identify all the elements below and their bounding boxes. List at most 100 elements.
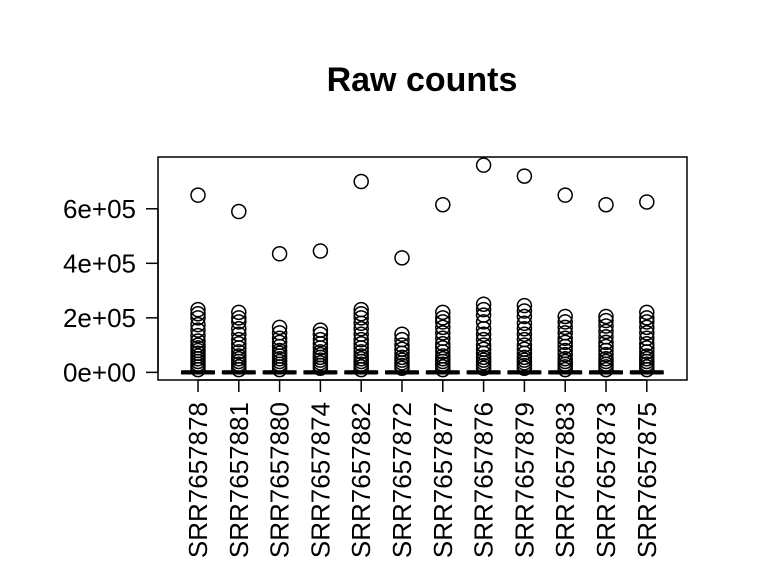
- outlier-point: [639, 335, 655, 352]
- box-group: [262, 246, 297, 378]
- outlier-point: [639, 304, 655, 321]
- outlier-point: [435, 310, 451, 326]
- outlier-point: [475, 157, 492, 173]
- outlier-point: [190, 361, 206, 378]
- outlier-point: [353, 310, 369, 326]
- outlier-point: [231, 203, 247, 220]
- y-tick-label: 2e+05: [63, 303, 136, 333]
- outlier-point: [516, 345, 533, 362]
- box-group: [181, 187, 215, 378]
- outlier-point: [598, 318, 614, 334]
- x-tick-label: SRR7657879: [509, 402, 539, 558]
- outlier-point: [598, 196, 614, 213]
- outlier-point: [190, 306, 206, 322]
- outlier-point: [435, 304, 451, 321]
- outlier-point: [557, 308, 573, 325]
- outlier-point: [598, 338, 614, 355]
- x-tick-label: SRR7657880: [265, 402, 295, 558]
- outlier-point: [231, 314, 247, 330]
- outlier-point: [516, 297, 533, 314]
- outlier-point: [475, 320, 492, 337]
- outlier-point: [353, 320, 369, 337]
- outlier-point: [475, 301, 492, 318]
- outlier-point: [353, 361, 369, 378]
- outlier-point: [312, 243, 329, 259]
- x-tick-label: SRR7657877: [428, 402, 458, 558]
- y-axis: 0e+00 2e+05 4e+05 6e+05: [63, 194, 159, 387]
- outlier-point: [271, 330, 288, 347]
- outlier-point: [190, 327, 206, 344]
- outlier-point: [475, 296, 492, 312]
- outlier-point: [557, 361, 573, 378]
- x-tick-label: SRR7657875: [632, 402, 662, 558]
- outlier-point: [435, 344, 451, 360]
- outlier-point: [557, 338, 573, 355]
- outlier-point: [475, 360, 492, 377]
- x-tick-label: SRR7657873: [591, 402, 621, 558]
- box-group: [385, 250, 419, 377]
- outlier-point: [516, 360, 533, 377]
- y-tick-label: 4e+05: [63, 248, 136, 278]
- outlier-point: [435, 325, 451, 341]
- outlier-point: [639, 325, 655, 341]
- outlier-point: [475, 337, 492, 353]
- outlier-point: [516, 326, 533, 342]
- outlier-point: [394, 250, 410, 266]
- outlier-point: [639, 361, 655, 378]
- outlier-point: [190, 322, 206, 338]
- outlier-point: [394, 326, 410, 342]
- outlier-point: [557, 187, 573, 203]
- outlier-point: [231, 331, 247, 348]
- outlier-point: [557, 314, 573, 330]
- outlier-point: [231, 320, 247, 337]
- x-tick-label: SRR7657883: [550, 402, 580, 558]
- outlier-point: [231, 304, 247, 321]
- outlier-point: [598, 334, 614, 351]
- outlier-point: [639, 314, 655, 330]
- outlier-point: [516, 303, 533, 319]
- outlier-point: [639, 344, 655, 360]
- outlier-point: [394, 337, 410, 353]
- x-tick-label: SRR7657881: [224, 402, 254, 558]
- outlier-point: [271, 246, 288, 262]
- outlier-point: [190, 333, 206, 349]
- outlier-point: [435, 196, 451, 213]
- outlier-point: [557, 330, 573, 347]
- outlier-point: [190, 187, 206, 203]
- box-group: [466, 157, 501, 377]
- outlier-point: [190, 301, 206, 318]
- box-group: [221, 203, 256, 378]
- outlier-point: [353, 315, 369, 332]
- outlier-point: [516, 168, 533, 184]
- outlier-point: [516, 308, 533, 325]
- outlier-point: [231, 335, 247, 352]
- box-group: [507, 168, 542, 377]
- boxes: [181, 157, 664, 378]
- outlier-point: [231, 361, 247, 378]
- outlier-point: [598, 346, 614, 363]
- outlier-point: [598, 323, 614, 340]
- box-group: [344, 173, 379, 378]
- outlier-point: [516, 320, 533, 337]
- x-tick-label: SRR7657878: [183, 402, 213, 558]
- outlier-point: [475, 326, 492, 342]
- outlier-point: [557, 346, 573, 363]
- outlier-point: [271, 361, 288, 378]
- box-group: [589, 196, 623, 378]
- outlier-point: [639, 194, 655, 210]
- outlier-point: [271, 338, 288, 355]
- outlier-point: [190, 316, 206, 333]
- outlier-point: [475, 314, 492, 330]
- outlier-point: [435, 319, 451, 336]
- outlier-point: [639, 319, 655, 336]
- outlier-point: [394, 345, 410, 362]
- outlier-point: [353, 173, 369, 190]
- outlier-point: [435, 335, 451, 352]
- outlier-point: [557, 334, 573, 351]
- outlier-point: [435, 361, 451, 378]
- outlier-point: [312, 340, 329, 356]
- outlier-point: [312, 360, 329, 377]
- outlier-point: [231, 310, 247, 326]
- box-group: [629, 194, 664, 378]
